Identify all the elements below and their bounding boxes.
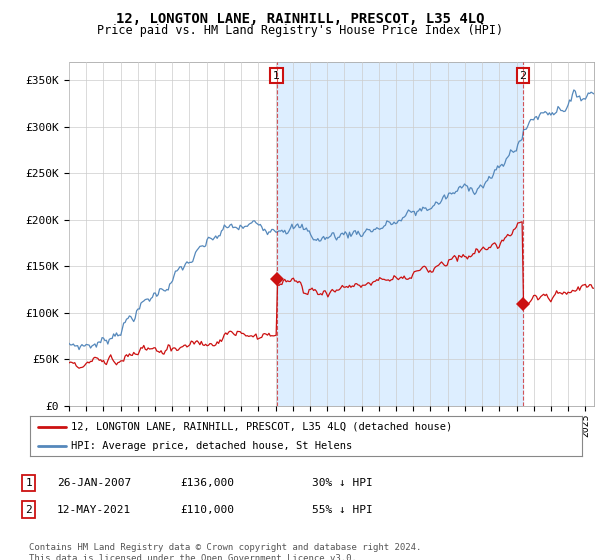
Text: Price paid vs. HM Land Registry's House Price Index (HPI): Price paid vs. HM Land Registry's House … xyxy=(97,24,503,36)
Text: Contains HM Land Registry data © Crown copyright and database right 2024.
This d: Contains HM Land Registry data © Crown c… xyxy=(29,543,421,560)
Text: 26-JAN-2007: 26-JAN-2007 xyxy=(57,478,131,488)
Text: 12-MAY-2021: 12-MAY-2021 xyxy=(57,505,131,515)
Bar xyxy=(277,62,523,406)
Text: 1: 1 xyxy=(25,478,32,488)
Text: 12, LONGTON LANE, RAINHILL, PRESCOT, L35 4LQ (detached house): 12, LONGTON LANE, RAINHILL, PRESCOT, L35… xyxy=(71,422,452,432)
Text: 12, LONGTON LANE, RAINHILL, PRESCOT, L35 4LQ: 12, LONGTON LANE, RAINHILL, PRESCOT, L35… xyxy=(116,12,484,26)
Text: 2: 2 xyxy=(520,71,526,81)
Text: 55% ↓ HPI: 55% ↓ HPI xyxy=(312,505,373,515)
Text: HPI: Average price, detached house, St Helens: HPI: Average price, detached house, St H… xyxy=(71,441,353,450)
Text: 1: 1 xyxy=(273,71,280,81)
Text: £110,000: £110,000 xyxy=(180,505,234,515)
Text: 2: 2 xyxy=(25,505,32,515)
Text: 30% ↓ HPI: 30% ↓ HPI xyxy=(312,478,373,488)
Text: £136,000: £136,000 xyxy=(180,478,234,488)
